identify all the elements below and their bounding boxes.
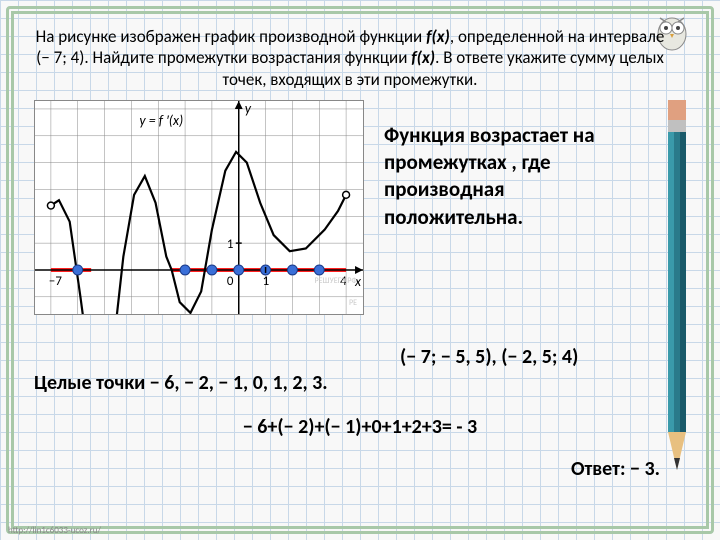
derivative-graph: yy = f ′(x)x101−74 РЕШУЕГЭ.РФ РЕ [34,100,364,315]
explanation-l3: производная [384,176,595,203]
svg-text:0: 0 [227,274,234,289]
explanation-l1: Функция возрастает на [384,122,595,149]
answer-value: − 3. [630,457,660,481]
watermark-1: РЕШУЕГЭ.РФ [315,276,358,286]
explanation-l2: промежутках , где [384,149,595,176]
svg-text:y = f ′(x): y = f ′(x) [139,112,183,129]
svg-text:1: 1 [263,274,270,289]
problem-prefix: На рисунке изображен график производной … [36,26,426,47]
problem-text: На рисунке изображен график производной … [20,20,700,98]
svg-text:−7: −7 [49,274,62,289]
problem-fx: f(x) [426,26,450,47]
svg-text:1: 1 [227,237,234,252]
answer: Ответ: − 3. [20,439,700,481]
answer-label: Ответ: [571,457,626,481]
intervals: (− 7; − 5, 5), (− 2, 5; 4) [400,345,578,369]
explanation-l4: положительна. [384,204,595,231]
explanation: Функция возрастает на промежутках , где … [384,100,595,231]
svg-text:y: y [245,101,252,117]
source-url: http://lin1c6033-ucoz.ru/ [8,525,101,536]
integer-points: Целые точки − 6, − 2, − 1, 0, 1, 2, 3. [20,357,700,395]
watermark-2: РЕ [349,298,357,308]
sum-expression: − 6+(− 2)+(− 1)+0+1+2+3= - 3 [20,395,700,439]
problem-fx2: f(x) [411,47,435,68]
